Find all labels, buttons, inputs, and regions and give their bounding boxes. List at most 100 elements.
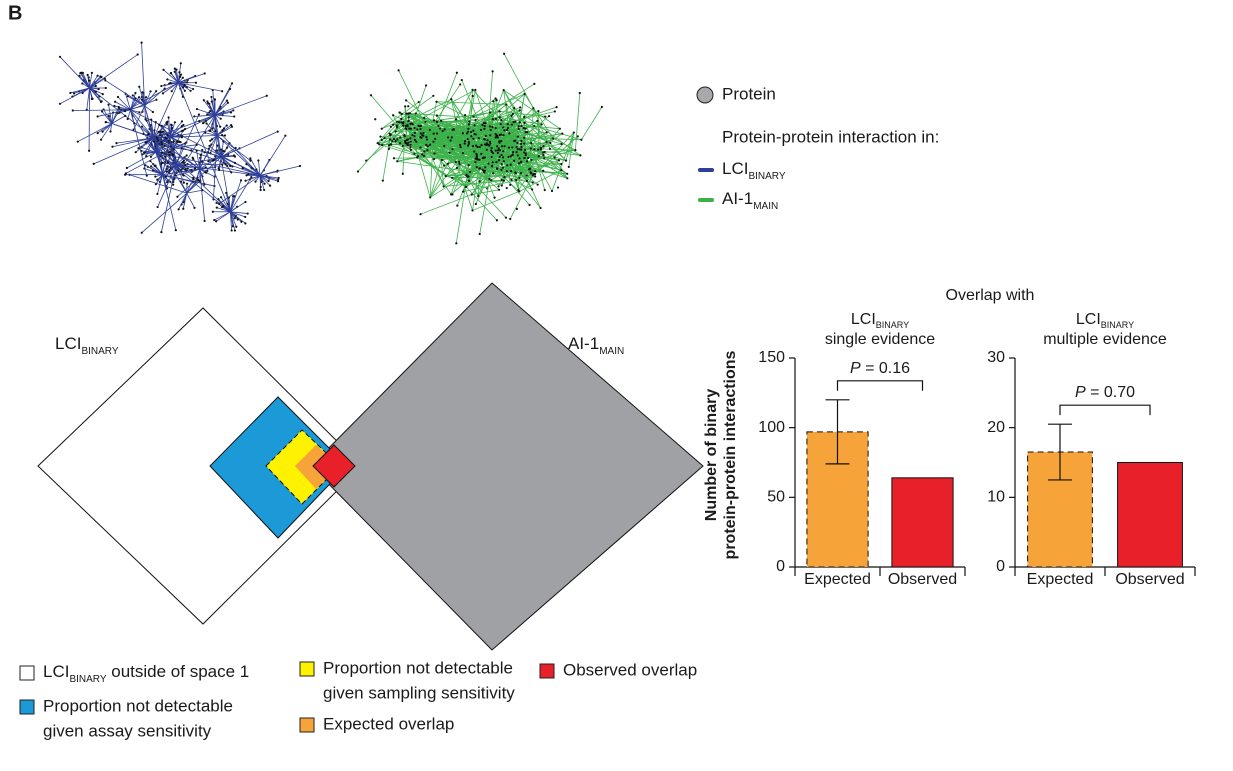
- network-node: [207, 160, 210, 163]
- network-node: [486, 139, 489, 142]
- network-edge: [473, 93, 525, 117]
- network-node: [498, 116, 501, 119]
- network-node: [172, 183, 175, 186]
- network-node: [553, 110, 556, 113]
- network-node: [542, 169, 545, 172]
- network-node: [163, 144, 166, 148]
- chart-title-main: LCI: [851, 311, 876, 328]
- network-node: [241, 167, 244, 170]
- network-node: [459, 143, 462, 147]
- network-edge: [489, 83, 535, 113]
- network-node: [58, 55, 62, 58]
- network-edge: [461, 79, 489, 145]
- network-edge: [551, 132, 575, 192]
- network-node: [399, 136, 402, 139]
- network-node: [444, 174, 447, 178]
- network-node: [503, 129, 506, 132]
- network-node: [523, 136, 526, 139]
- network-node: [553, 156, 556, 159]
- legend-label: Proportion not detectable: [323, 658, 513, 677]
- network-node: [491, 70, 494, 73]
- y-tick-label: 150: [758, 349, 785, 366]
- network-node: [284, 134, 287, 137]
- network-node: [435, 120, 439, 123]
- network-node: [502, 160, 505, 163]
- network-node: [104, 86, 107, 90]
- network-node: [156, 139, 160, 142]
- network-edge: [488, 101, 494, 146]
- network-node: [443, 164, 446, 167]
- network-node: [172, 154, 175, 157]
- network-node: [504, 216, 508, 219]
- network-edge: [199, 144, 212, 170]
- network-edge: [154, 130, 163, 175]
- network-node: [460, 78, 463, 82]
- network-node: [202, 99, 205, 102]
- network-edge: [230, 211, 236, 219]
- network-node: [182, 129, 185, 132]
- network-node: [381, 143, 384, 147]
- network-edge: [155, 135, 163, 153]
- network-edge: [171, 82, 179, 92]
- network-node: [107, 114, 110, 118]
- network-node: [450, 98, 453, 101]
- network-node: [161, 161, 164, 165]
- network-node: [388, 132, 391, 135]
- network-edge: [220, 197, 231, 213]
- network-node: [193, 206, 196, 209]
- network-edge: [534, 136, 579, 175]
- network-node: [156, 137, 159, 140]
- network-node: [123, 109, 127, 113]
- network-node: [170, 90, 173, 93]
- network-node: [419, 146, 422, 149]
- network-node: [168, 153, 171, 156]
- network-edge: [192, 158, 201, 170]
- network-node: [150, 165, 153, 168]
- network-edge: [130, 109, 261, 176]
- network-edge: [89, 54, 138, 89]
- network-node: [428, 128, 431, 131]
- network-edge: [89, 72, 93, 89]
- right-set-label-main: AI-1: [568, 334, 599, 353]
- network-node: [175, 68, 178, 71]
- network-node: [398, 142, 402, 145]
- network-node: [254, 180, 257, 183]
- network-node: [94, 84, 97, 88]
- network-edge: [173, 147, 192, 151]
- network-node: [173, 121, 176, 124]
- legend-label: given sampling sensitivity: [323, 683, 515, 702]
- network-edge: [209, 114, 216, 132]
- network-edge: [167, 147, 174, 162]
- network-node: [471, 209, 474, 212]
- network-edge: [389, 133, 475, 146]
- network-node: [408, 127, 411, 130]
- network-node: [419, 127, 422, 131]
- network-node: [378, 143, 381, 146]
- network-node: [392, 138, 396, 141]
- network-node: [517, 125, 520, 128]
- network-node: [499, 122, 502, 126]
- observed-region: [312, 444, 356, 488]
- network-node: [179, 73, 183, 76]
- network-edge: [483, 122, 500, 142]
- network-node: [523, 156, 526, 160]
- network-node: [154, 175, 157, 178]
- network-node: [233, 161, 237, 164]
- network-node: [483, 127, 486, 130]
- network-node: [249, 159, 252, 162]
- network-node: [166, 120, 169, 123]
- network-node: [250, 176, 253, 179]
- network-edge: [157, 164, 177, 208]
- network-edge: [221, 131, 278, 158]
- network-node: [579, 154, 582, 157]
- network-node: [212, 198, 215, 201]
- network-node: [494, 133, 497, 136]
- network-edge: [214, 211, 231, 221]
- network-node: [557, 159, 561, 162]
- network-node: [502, 179, 506, 182]
- network-node: [474, 202, 477, 206]
- network-node: [152, 140, 155, 143]
- network-node: [218, 168, 221, 172]
- network-node: [452, 128, 455, 131]
- network-edge: [165, 153, 177, 165]
